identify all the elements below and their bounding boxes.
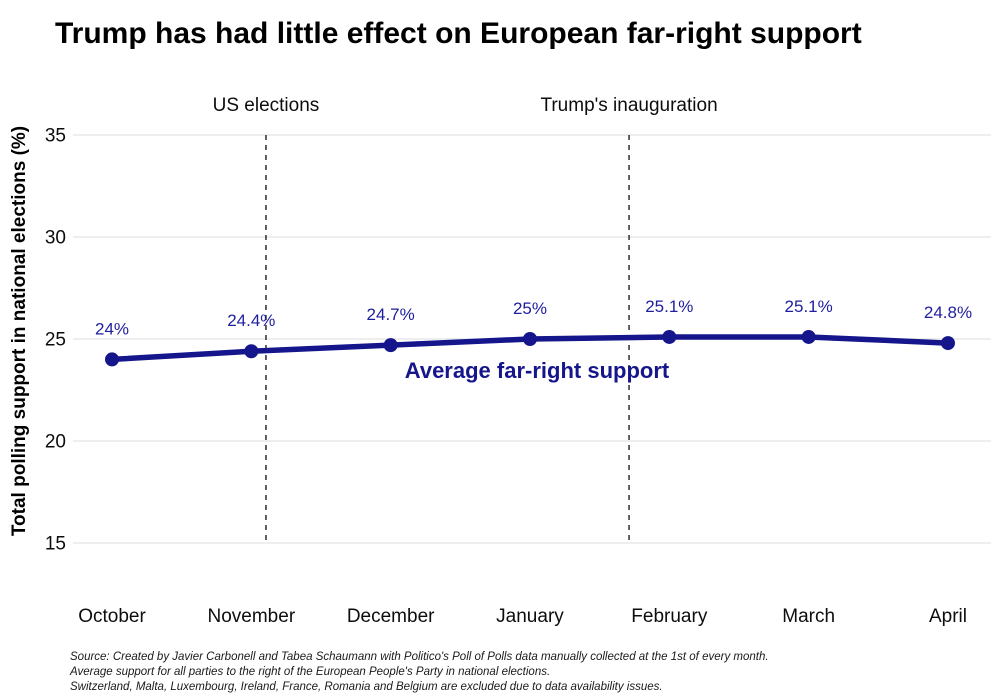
source-line-1: Source: Created by Javier Carbonell and … — [70, 651, 769, 663]
data-point-label: 24.7% — [367, 305, 415, 324]
data-point-label: 25.1% — [645, 297, 693, 316]
event-annotation-label: US elections — [213, 95, 320, 116]
data-point-marker — [522, 332, 537, 346]
x-tick-label: October — [78, 606, 146, 627]
y-tick-label: 25 — [45, 330, 66, 351]
data-point-label: 25% — [513, 299, 547, 318]
series-name-label: Average far-right support — [405, 358, 670, 383]
x-tick-label: March — [782, 606, 835, 627]
x-tick-label: February — [631, 606, 708, 627]
data-point-label: 24.4% — [227, 311, 275, 330]
source-note: Source: Created by Javier Carbonell and … — [70, 650, 769, 695]
x-tick-label: November — [208, 606, 296, 627]
data-point-label: 24.8% — [924, 303, 972, 322]
data-point-marker — [383, 338, 398, 353]
y-tick-label: 35 — [45, 126, 66, 147]
x-tick-label: January — [496, 606, 564, 627]
x-tick-label: December — [347, 606, 435, 627]
y-tick-label: 30 — [45, 228, 66, 249]
data-point-marker — [662, 329, 677, 344]
event-annotation-label: Trump's inauguration — [540, 95, 717, 116]
source-line-3: Switzerland, Malta, Luxembourg, Ireland,… — [70, 681, 663, 693]
y-tick-label: 15 — [45, 534, 66, 555]
chart-title: Trump has had little effect on European … — [55, 17, 862, 50]
data-point-marker — [801, 329, 816, 344]
source-line-2: Average support for all parties to the r… — [70, 666, 551, 678]
data-point-marker — [244, 344, 259, 359]
data-point-marker — [940, 336, 955, 351]
data-point-marker — [105, 352, 119, 367]
y-tick-label: 20 — [45, 432, 66, 453]
x-tick-label: April — [929, 606, 967, 627]
data-point-label: 25.1% — [785, 297, 833, 316]
data-point-label: 24% — [95, 319, 129, 338]
